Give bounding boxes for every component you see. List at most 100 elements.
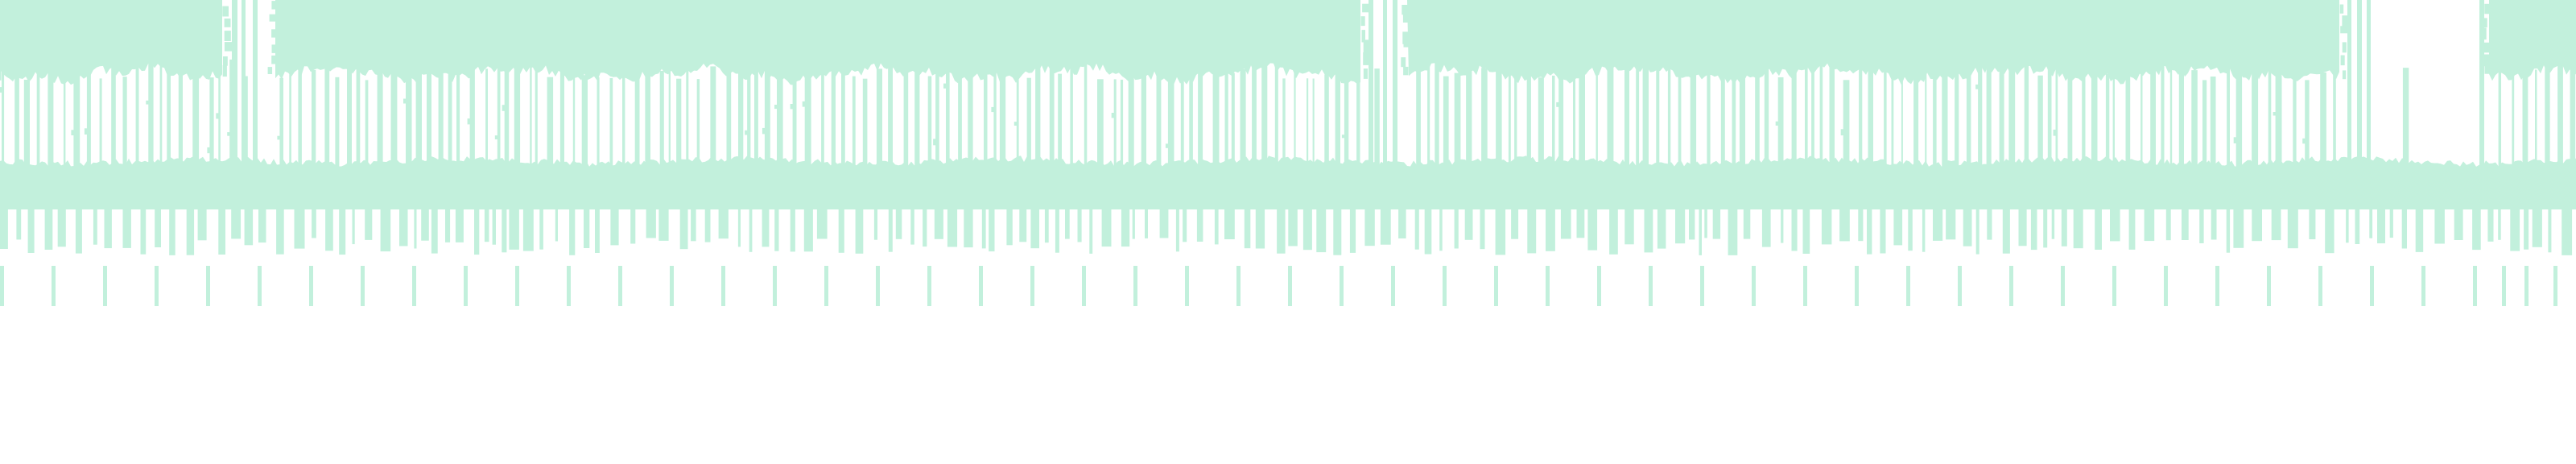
tree-trunk (572, 64, 576, 169)
tree-trunk (1720, 51, 1725, 169)
floor-stripe (1089, 205, 1093, 254)
tree-trunk (324, 51, 330, 170)
floor-stripe (803, 205, 813, 252)
tree-trunk (2522, 68, 2529, 169)
canopy-edge-leaf (222, 64, 227, 77)
floor-stripe (1495, 205, 1506, 255)
tree-trunk (1198, 56, 1203, 169)
floor-stripe (1712, 205, 1721, 239)
tree-trunk (747, 49, 751, 170)
tree-trunk (1231, 72, 1235, 169)
tree-trunk (1016, 52, 1019, 170)
tick-mark (1443, 266, 1447, 306)
tree-trunk (1282, 78, 1286, 169)
floor-stripe (93, 205, 97, 245)
floor-stripe (704, 205, 711, 242)
floor-stripe (1424, 205, 1432, 255)
tall-pole (1393, 0, 1397, 169)
tick-mark (258, 266, 262, 306)
tree-trunk (1913, 60, 1919, 169)
floor-stripe (1761, 205, 1771, 247)
tree-trunk (559, 52, 564, 169)
tree-trunk (1274, 64, 1278, 169)
tree-trunk (244, 76, 248, 169)
tick-mark (2502, 266, 2506, 306)
tree-trunk (448, 70, 452, 169)
floor-stripe (691, 205, 696, 242)
floor-stripe (1791, 205, 1798, 251)
floor-stripe (1743, 205, 1751, 239)
tree-trunk (1084, 52, 1088, 169)
tree-trunk (2067, 71, 2073, 169)
floor-stripe (934, 205, 943, 239)
tree-trunk (1026, 77, 1031, 169)
floor-stripe (1224, 205, 1235, 239)
canopy-edge-leaf (2340, 55, 2345, 66)
floor-stripe (2271, 205, 2281, 241)
floor-stripe (1454, 205, 1459, 249)
tree-trunk (218, 69, 221, 169)
floor-stripe (947, 205, 958, 247)
tree-trunk (1252, 54, 1257, 169)
tick-mark (1082, 266, 1086, 306)
tree-trunk (86, 61, 91, 169)
floor-stripe (2355, 205, 2360, 244)
tick-mark (1340, 266, 1344, 306)
tree-trunk (622, 49, 625, 170)
tree-trunk (1868, 57, 1873, 169)
tick-mark (1649, 266, 1653, 306)
floor-stripe (2434, 205, 2445, 244)
floor-stripe (1987, 205, 1992, 240)
tree-trunk (876, 68, 882, 169)
tree-trunk (2140, 70, 2143, 169)
tall-pole (2347, 0, 2351, 169)
floor-stripe (1414, 205, 1419, 250)
tree-trunk (1496, 57, 1502, 169)
floor-stripe (1527, 205, 1537, 254)
floor-stripe (964, 205, 973, 248)
tree-trunk (2008, 67, 2016, 169)
tree-trunk (1624, 60, 1629, 170)
tree-trunk (1128, 64, 1134, 169)
floor-stripe (2051, 205, 2055, 239)
tree-trunk (2227, 60, 2230, 170)
tree-trunk (2210, 77, 2216, 169)
floor-stripe (1587, 205, 1598, 251)
floor-stripe (258, 205, 266, 243)
canopy-edge-leaf (0, 40, 2, 53)
tree-trunk (1070, 52, 1073, 170)
floor-stripe (539, 205, 543, 250)
tree-trunk (1324, 74, 1329, 169)
tree-trunk (792, 65, 797, 169)
tree-trunk (2202, 80, 2207, 169)
tall-pole (1368, 0, 1373, 169)
tick-mark (1906, 266, 1910, 306)
trunk-leaf (1775, 121, 1779, 126)
tick-mark (52, 266, 56, 306)
tree-trunk (365, 80, 369, 169)
floor-stripe (2287, 205, 2298, 249)
floor-stripe (2030, 205, 2037, 251)
floor-stripe (2562, 205, 2573, 255)
tree-trunk (1707, 49, 1711, 169)
canopy-mass-3 (2489, 0, 2576, 81)
trunk-leaf (762, 127, 766, 135)
forest-floor (0, 155, 2576, 208)
tree-trunk (1240, 68, 1246, 169)
tree-trunk (14, 60, 19, 170)
canopy-edge-leaf (0, 29, 3, 40)
floor-stripe (2061, 205, 2067, 246)
tree-trunk (2082, 57, 2086, 169)
floor-stripe (2110, 205, 2120, 242)
floor-stripe (2233, 205, 2244, 248)
tree-trunk (135, 54, 139, 169)
canopy-edge-leaf (271, 1, 279, 10)
floor-stripe (2073, 205, 2083, 249)
trunk-leaf (0, 87, 2, 93)
canopy-edge-leaf (0, 68, 2, 81)
trunk-leaf (494, 135, 498, 139)
floor-stripe (399, 205, 408, 246)
tree-trunk (289, 48, 291, 170)
tick-mark (155, 266, 159, 306)
floor-stripe (2095, 205, 2102, 250)
